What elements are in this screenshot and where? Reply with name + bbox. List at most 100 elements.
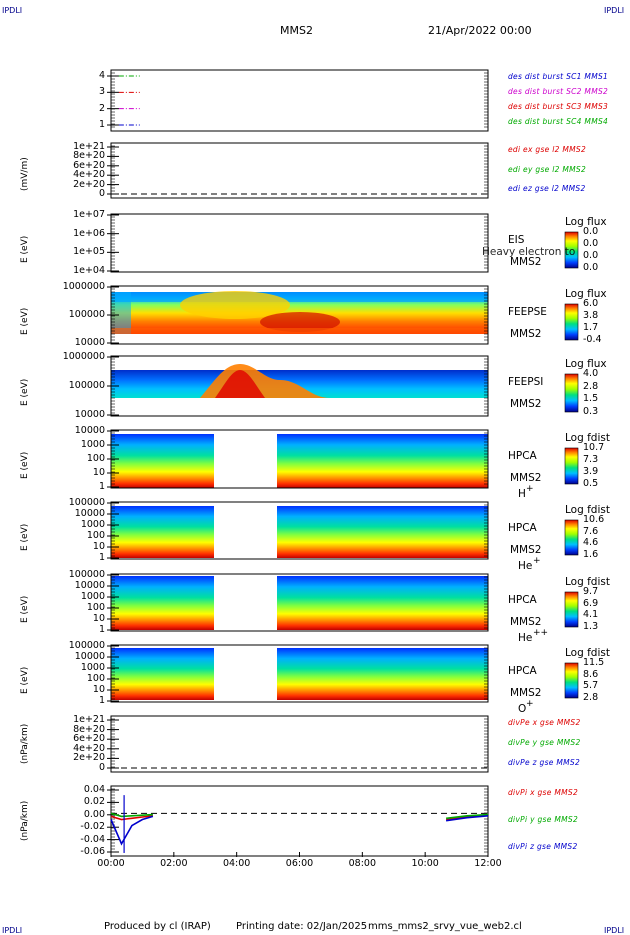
- feepsi-ylabel: E (eV): [20, 378, 30, 406]
- feepse-colorbar-value: 1.7: [583, 322, 599, 333]
- des-frame: [110, 69, 489, 132]
- edi-ytick: 4e+20: [73, 169, 105, 181]
- hpca_o-species-charge: +: [526, 699, 534, 709]
- eis-colorbar-value: 0.0: [583, 250, 599, 261]
- hpca_o-colorbar-value: 2.8: [583, 692, 599, 703]
- des-legend-entry: des dist burst SC4 MMS4: [508, 117, 609, 126]
- hpca_he-frame: [110, 501, 489, 560]
- edi-ytick: 0: [98, 188, 105, 199]
- divpi-ytick: 0.04: [83, 784, 105, 795]
- feepsi-ytick: 10000: [74, 409, 105, 420]
- divpi-ytick: 0.02: [83, 796, 105, 808]
- eis-colorbar-value: 0.0: [583, 226, 599, 237]
- divpi-ylabel: (nPa/km): [20, 800, 30, 841]
- hpca_he-colorbar-value: 1.6: [583, 549, 599, 560]
- feepse-colorbar-value: 6.0: [583, 298, 599, 309]
- hpca_o-colorbar: [564, 662, 579, 699]
- header-mission: MMS2: [280, 24, 313, 37]
- hpca_o-colorbar-value: 8.6: [583, 668, 599, 680]
- feepse-colorbar: [564, 303, 579, 341]
- hpca_he-ytick: 100000: [68, 497, 105, 508]
- des-legend-entry: des dist burst SC1 MMS1: [508, 72, 609, 81]
- divpi-series-line: [445, 815, 489, 822]
- divpi-legend-entry: divPi y gse MMS2: [508, 815, 579, 824]
- hpca_hepp-colorbar: [564, 591, 579, 628]
- feepsi-ytick: 100000: [68, 380, 105, 391]
- hpca_h-instrument-name: HPCA: [508, 450, 537, 462]
- feepse-ylabel: E (eV): [20, 307, 30, 335]
- hpca_he-species: He: [518, 560, 533, 572]
- eis-ylabel: E (eV): [20, 235, 30, 263]
- eis-ytick: 1e+07: [73, 209, 105, 220]
- divpi-series-line: [446, 813, 489, 820]
- hpca_he-ytick: 1000: [80, 519, 105, 530]
- hpca_o-ytick: 100000: [68, 640, 105, 651]
- hpca_hepp-ytick: 100: [86, 602, 105, 613]
- divpi-series-line: [110, 815, 153, 821]
- divpi-series-line: [110, 812, 153, 818]
- divpi-ytick: -0.04: [80, 833, 105, 845]
- x-tick-label: 10:00: [411, 858, 439, 869]
- feepse-colorbar-value: -0.4: [583, 334, 602, 345]
- hpca_he-ytick: 10000: [74, 508, 105, 519]
- des-legend-entry: des dist burst SC2 MMS2: [508, 87, 609, 96]
- hpca-o-spectrogram: [111, 648, 488, 700]
- hpca_he-spacecraft: MMS2: [510, 544, 542, 556]
- footer-printing-date: Printing date: 02/Jan/2025: [236, 921, 368, 932]
- divpi-series-line: [110, 815, 154, 846]
- hpca_o-ytick: 10: [92, 684, 105, 695]
- hpca_he-ytick: 10: [92, 541, 105, 552]
- feepse-spectrogram: [111, 291, 488, 334]
- hpca_o-colorbar-title: Log fdist: [565, 647, 610, 659]
- eis-ytick: 1e+05: [73, 246, 105, 258]
- divpe-ytick: 0: [98, 762, 105, 773]
- hpca_hepp-frame: [110, 573, 489, 632]
- header-date: 21/Apr/2022 00:00: [428, 24, 532, 37]
- divpi-ytick: -0.02: [80, 821, 105, 833]
- feepse-instrument-name: FEEPSE: [508, 306, 547, 318]
- hpca_he-colorbar-value: 4.6: [583, 537, 599, 549]
- footer-file: mms_mms2_srvy_vue_web2.cl: [368, 921, 522, 932]
- hpca_h-ytick: 10000: [74, 425, 105, 436]
- feepse-ytick: 10000: [74, 337, 105, 348]
- eis-overlay-text: Heavy electron to: [482, 246, 576, 258]
- feepsi-colorbar-value: 2.8: [583, 380, 599, 392]
- eis-ytick: 1e+04: [73, 265, 105, 276]
- divpe-legend-entry: divPe x gse MMS2: [508, 718, 581, 727]
- hpca_o-spacecraft: MMS2: [510, 687, 542, 699]
- corner-label-tr: IPDLI: [604, 6, 625, 15]
- feepse-ytick: 1000000: [62, 281, 105, 292]
- des-ytick: 1: [98, 119, 105, 130]
- divpi-legend-entry: divPi x gse MMS2: [508, 788, 579, 797]
- hpca_hepp-ytick: 1000: [80, 591, 105, 602]
- divpe-legend-entry: divPe z gse MMS2: [508, 758, 581, 767]
- hpca-hepp-spectrogram: [111, 576, 488, 630]
- feepsi-spacecraft: MMS2: [510, 398, 542, 410]
- hpca_hepp-ytick: 10000: [74, 580, 105, 591]
- hpca-he-spectrogram: [111, 506, 488, 558]
- des-legend-entry: des dist burst SC3 MMS3: [508, 102, 609, 111]
- hpca_h-colorbar-value: 10.7: [583, 442, 605, 453]
- hpca_h-ytick: 1: [98, 481, 105, 492]
- hpca_h-colorbar-value: 0.5: [583, 478, 599, 489]
- hpca_h-species: H: [518, 488, 526, 500]
- corner-label-tl: IPDLI: [2, 6, 23, 15]
- hpca_o-colorbar-value: 5.7: [583, 680, 599, 692]
- edi-legend-entry: edi ex gse l2 MMS2: [508, 145, 587, 154]
- x-tick-label: 12:00: [474, 858, 502, 869]
- hpca_h-colorbar-title: Log fdist: [565, 432, 610, 444]
- des-ytick: 2: [98, 102, 105, 114]
- edi-legend-entry: edi ez gse l2 MMS2: [508, 184, 586, 193]
- edi-ytick: 6e+20: [73, 159, 105, 171]
- hpca_he-ylabel: E (eV): [20, 523, 30, 551]
- hpca_he-ytick: 100: [86, 530, 105, 541]
- edi-ytick: 2e+20: [73, 178, 105, 190]
- hpca_hepp-species: He: [518, 632, 533, 644]
- eis-colorbar-value: 0.0: [583, 238, 599, 249]
- hpca_hepp-colorbar-value: 6.9: [583, 597, 599, 609]
- eis-ytick: 1e+06: [73, 227, 105, 239]
- eis-instrument-name: EIS: [508, 234, 525, 246]
- divpi-frame: [110, 785, 489, 857]
- divpe-ytick: 4e+20: [73, 742, 105, 754]
- edi-ytick: 8e+20: [73, 150, 105, 162]
